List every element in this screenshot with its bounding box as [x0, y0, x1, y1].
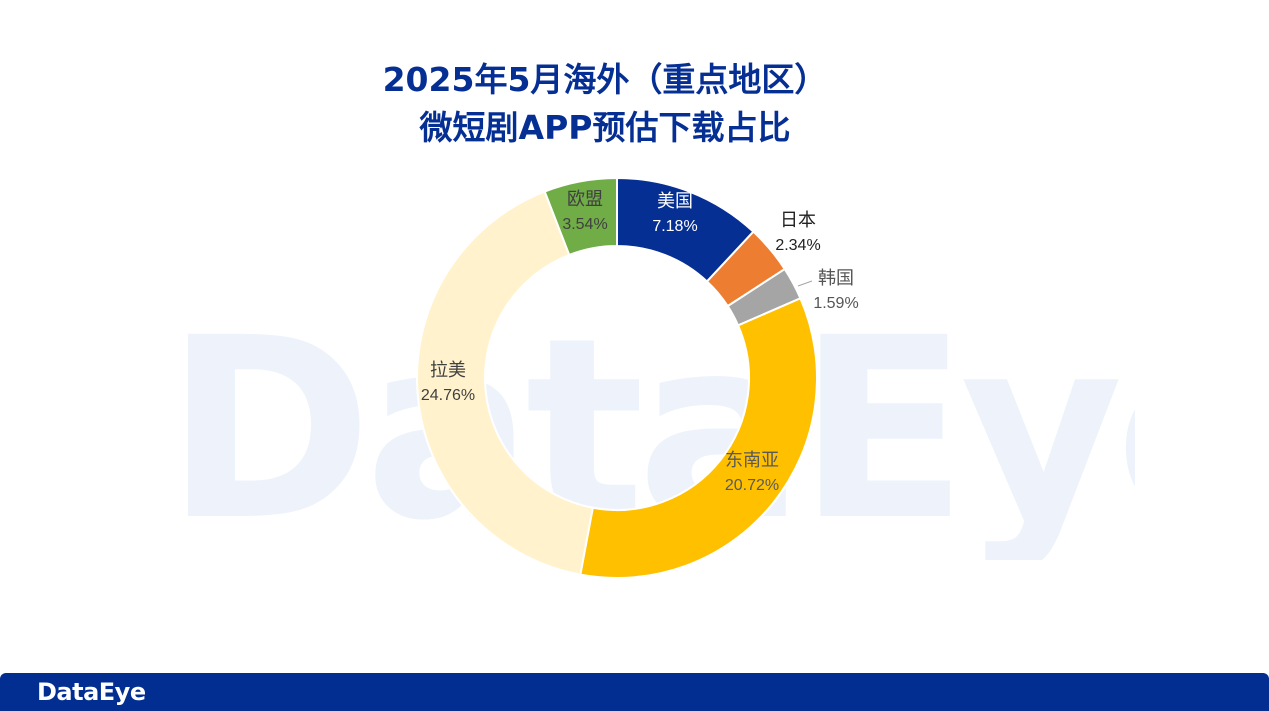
footer-bar: DataEye	[0, 673, 1269, 711]
donut-slice-6	[543, 176, 618, 257]
slice-label-value-1: 7.18%	[652, 218, 697, 235]
donut-slice-5	[416, 190, 594, 576]
slice-label-value-3: 1.59%	[813, 295, 858, 312]
leader-line-3	[797, 280, 813, 287]
chart-title-line-2: 微短剧APP预估下载占比	[419, 108, 791, 147]
slice-label-name-4: 东南亚	[725, 450, 779, 471]
donut-slices	[416, 176, 818, 579]
slice-label-name-1: 美国	[657, 191, 693, 212]
chart-title: 2025年5月海外（重点地区） 微短剧APP预估下载占比	[0, 56, 1210, 152]
leader-lines	[797, 280, 813, 287]
slice-label-value-5: 24.76%	[421, 387, 475, 404]
slice-label-name-2: 日本	[780, 210, 816, 231]
slice-label-value-6: 3.54%	[562, 216, 607, 233]
footer-logo: DataEye	[37, 678, 146, 706]
slice-label-value-4: 20.72%	[725, 477, 779, 494]
slice-label-value-2: 2.34%	[775, 237, 820, 254]
donut-slice-4	[579, 296, 818, 579]
slice-label-name-3: 韩国	[818, 268, 854, 289]
chart-title-line-1: 2025年5月海外（重点地区）	[382, 60, 828, 99]
slice-label-name-5: 拉美	[430, 360, 466, 381]
slice-label-name-6: 欧盟	[567, 189, 603, 210]
slice-labels: 美国 7.18% 日本 2.34% 韩国 1.59% 东南亚 20.72% 拉美 24.76% 欧盟…	[421, 189, 859, 494]
